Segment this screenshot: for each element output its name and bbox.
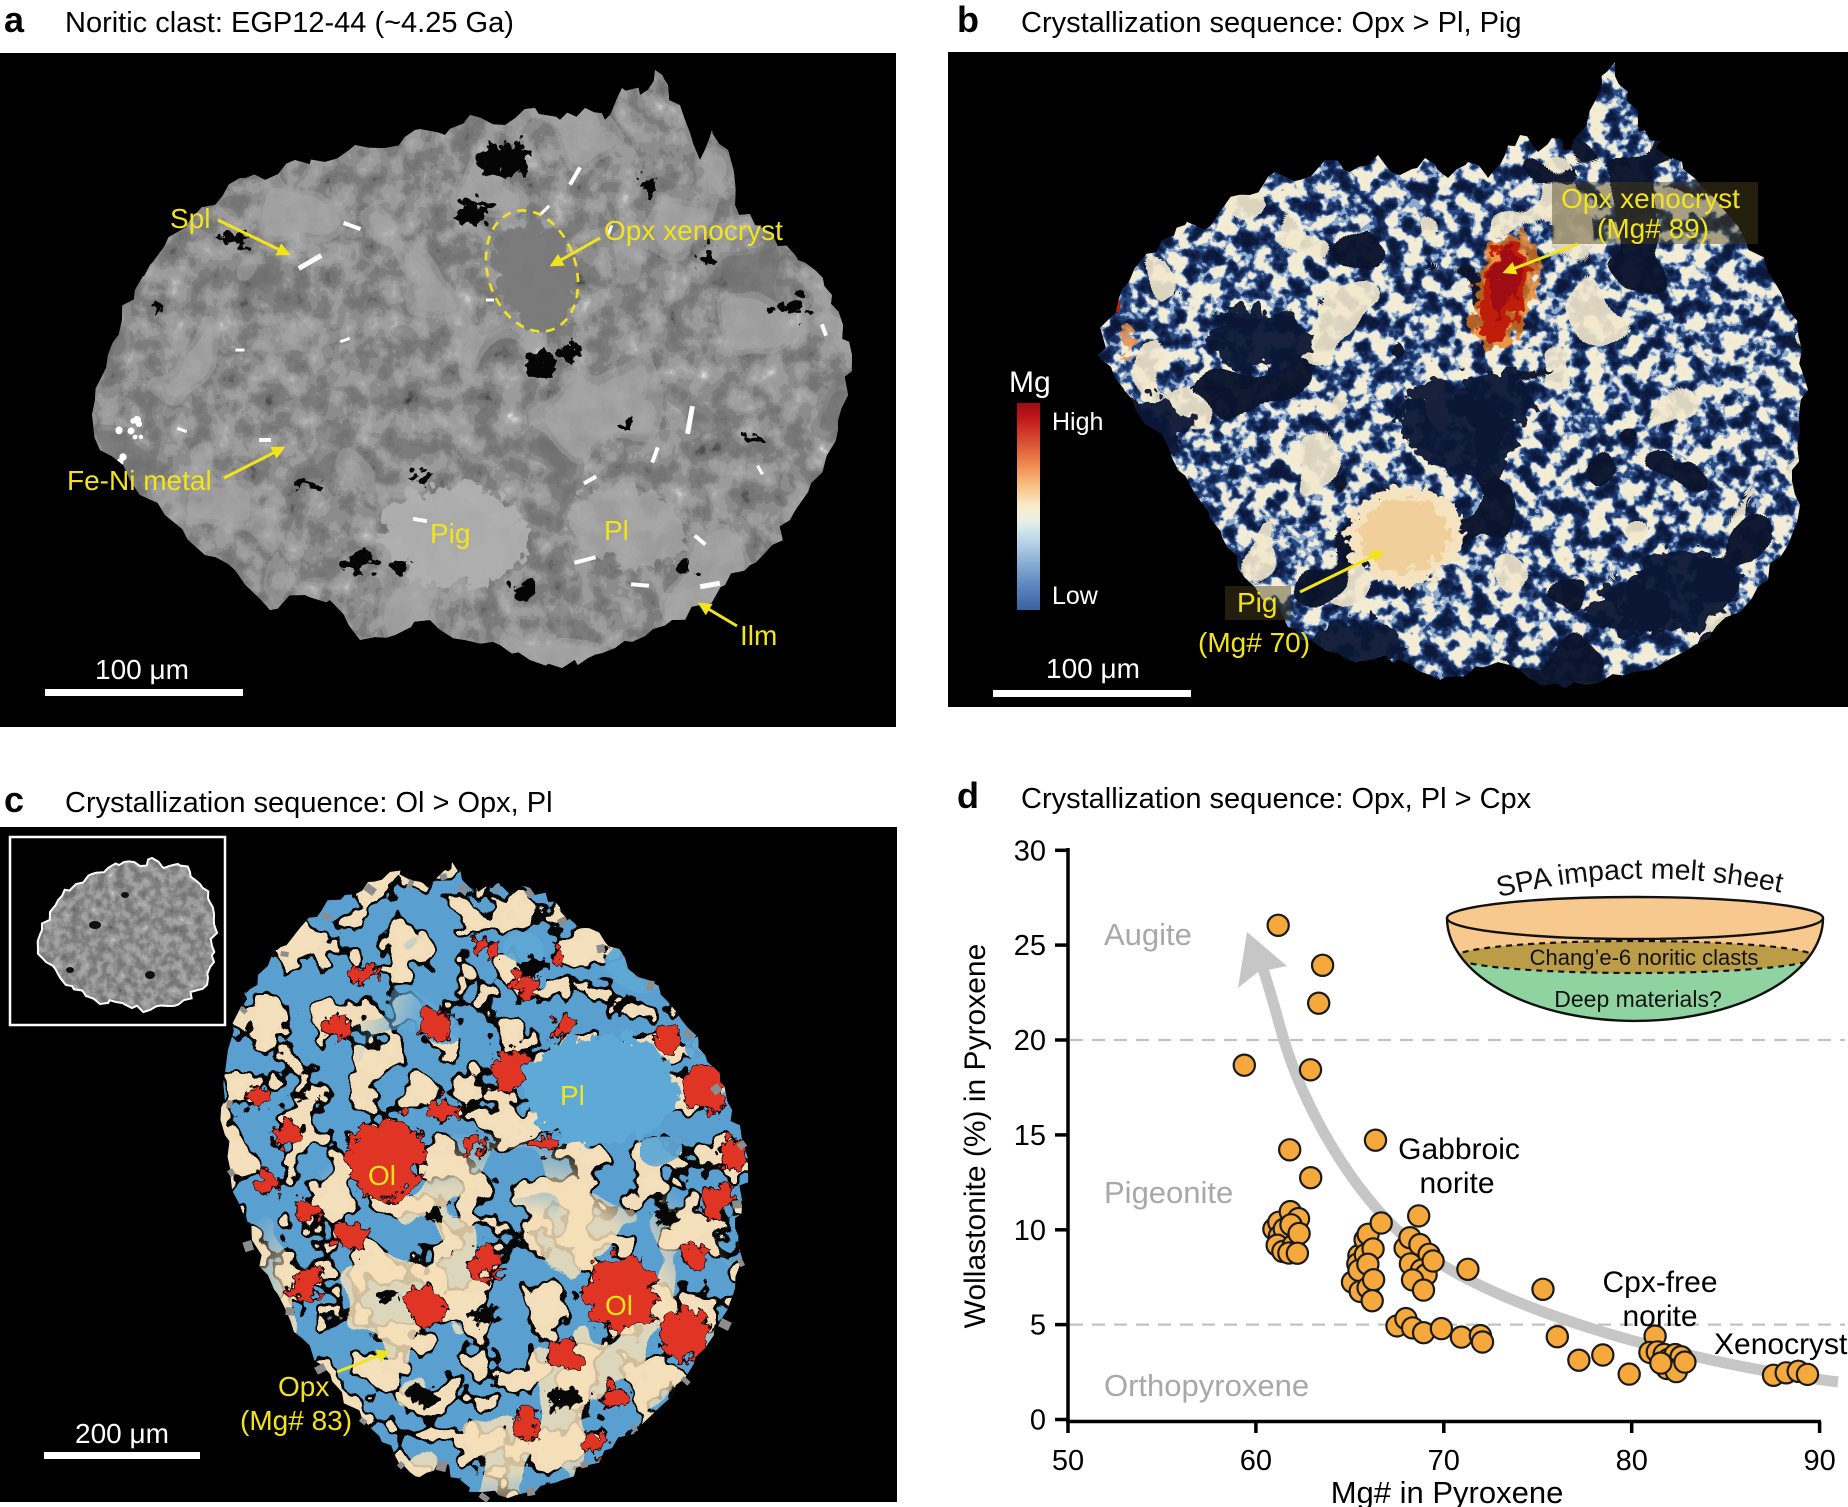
svg-text:Mg: Mg [1009, 366, 1051, 399]
svg-text:90: 90 [1803, 1445, 1835, 1477]
svg-text:Ol: Ol [605, 1290, 633, 1321]
svg-text:Orthopyroxene: Orthopyroxene [1104, 1368, 1309, 1403]
svg-text:Opx xenocryst: Opx xenocryst [604, 215, 783, 246]
svg-text:Mg# in Pyroxene: Mg# in Pyroxene [1331, 1475, 1564, 1507]
svg-text:20: 20 [1014, 1025, 1046, 1057]
svg-text:100 μm: 100 μm [95, 654, 189, 685]
svg-text:(Mg# 70): (Mg# 70) [1198, 627, 1310, 658]
svg-text:d: d [957, 775, 979, 816]
svg-text:norite: norite [1419, 1167, 1494, 1200]
svg-text:80: 80 [1616, 1445, 1648, 1477]
svg-text:(Mg# 83): (Mg# 83) [240, 1405, 352, 1436]
svg-text:Xenocryst: Xenocryst [1714, 1328, 1848, 1361]
svg-text:Ol: Ol [368, 1160, 396, 1191]
svg-text:Cpx-free: Cpx-free [1602, 1266, 1717, 1299]
svg-text:c: c [4, 779, 24, 820]
svg-text:5: 5 [1030, 1310, 1046, 1342]
svg-text:Deep materials?: Deep materials? [1554, 986, 1721, 1012]
svg-text:25: 25 [1014, 930, 1046, 962]
svg-text:Pl: Pl [604, 515, 629, 546]
svg-text:Pig: Pig [1237, 587, 1277, 618]
svg-text:Chang’e-6 noritic clasts: Chang’e-6 noritic clasts [1530, 945, 1759, 970]
svg-text:Noritic clast: EGP12-44 (~4.25: Noritic clast: EGP12-44 (~4.25 Ga) [65, 7, 514, 39]
svg-text:Pl: Pl [560, 1080, 585, 1111]
svg-text:Crystallization sequence: Opx,: Crystallization sequence: Opx, Pl > Cpx [1021, 783, 1532, 815]
svg-text:50: 50 [1052, 1445, 1084, 1477]
svg-text:b: b [957, 0, 979, 40]
svg-text:15: 15 [1014, 1120, 1046, 1152]
svg-text:70: 70 [1428, 1445, 1460, 1477]
svg-text:60: 60 [1240, 1445, 1272, 1477]
svg-text:Crystallization sequence: Ol >: Crystallization sequence: Ol > Opx, Pl [65, 787, 553, 819]
svg-text:0: 0 [1030, 1405, 1046, 1437]
svg-text:Ilm: Ilm [740, 620, 777, 651]
svg-text:200 μm: 200 μm [75, 1418, 169, 1449]
svg-text:(Mg# 89): (Mg# 89) [1597, 213, 1709, 244]
svg-text:norite: norite [1622, 1300, 1697, 1333]
svg-text:Opx xenocryst: Opx xenocryst [1561, 183, 1740, 214]
svg-text:Fe-Ni metal: Fe-Ni metal [67, 465, 212, 496]
svg-text:Augite: Augite [1104, 917, 1192, 952]
svg-text:a: a [4, 0, 25, 40]
svg-text:100 μm: 100 μm [1046, 653, 1140, 684]
svg-text:Wollastonite (%) in Pyroxene: Wollastonite (%) in Pyroxene [959, 944, 992, 1329]
svg-text:Opx: Opx [278, 1371, 329, 1402]
svg-text:Pigeonite: Pigeonite [1104, 1175, 1233, 1210]
svg-text:10: 10 [1014, 1215, 1046, 1247]
svg-text:Spl: Spl [170, 203, 210, 234]
svg-text:Pig: Pig [430, 518, 470, 549]
svg-text:Low: Low [1052, 582, 1099, 610]
svg-text:30: 30 [1014, 835, 1046, 867]
svg-text:Gabbroic: Gabbroic [1398, 1133, 1520, 1166]
svg-text:Crystallization sequence: Opx: Crystallization sequence: Opx > Pl, Pig [1021, 7, 1522, 39]
svg-text:High: High [1052, 408, 1103, 436]
